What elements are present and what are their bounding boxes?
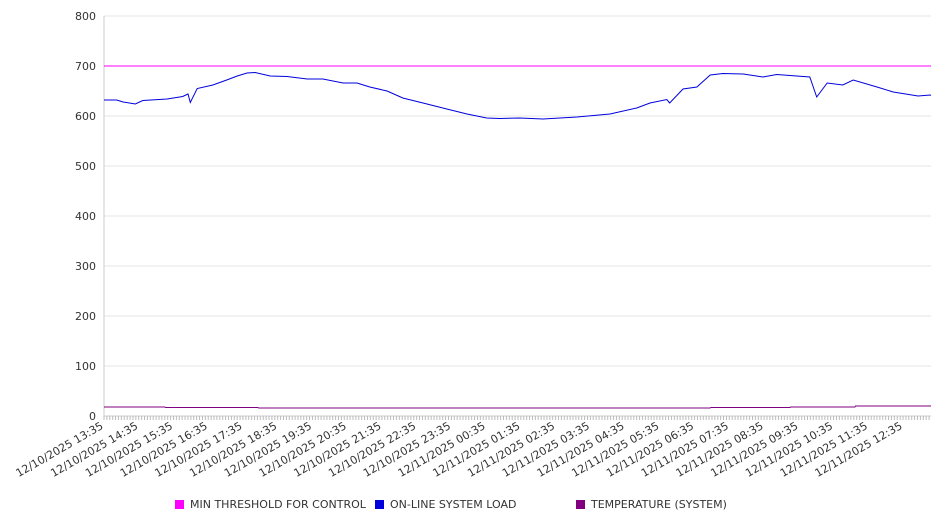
y-tick-label: 300 [75, 260, 96, 273]
legend-swatch [175, 500, 184, 509]
y-tick-label: 500 [75, 160, 96, 173]
legend-label: ON-LINE SYSTEM LOAD [390, 498, 517, 511]
legend-item-load[interactable]: ON-LINE SYSTEM LOAD [375, 498, 516, 511]
legend-swatch [375, 500, 384, 509]
y-tick-label: 200 [75, 310, 96, 323]
legend-item-temperature[interactable]: TEMPERATURE (SYSTEM) [576, 498, 727, 511]
y-tick-label: 600 [75, 110, 96, 123]
y-tick-label: 0 [89, 410, 96, 423]
y-tick-label: 100 [75, 360, 96, 373]
legend-item-threshold[interactable]: MIN THRESHOLD FOR CONTROL [175, 498, 366, 511]
legend: MIN THRESHOLD FOR CONTROL ON-LINE SYSTEM… [0, 498, 946, 514]
y-tick-label: 800 [75, 10, 96, 23]
legend-label: TEMPERATURE (SYSTEM) [591, 498, 727, 511]
legend-label: MIN THRESHOLD FOR CONTROL [190, 498, 366, 511]
y-tick-label: 700 [75, 60, 96, 73]
temperature-line [104, 405, 931, 409]
y-tick-label: 400 [75, 210, 96, 223]
system-load-line [104, 71, 932, 120]
legend-swatch [576, 500, 585, 509]
